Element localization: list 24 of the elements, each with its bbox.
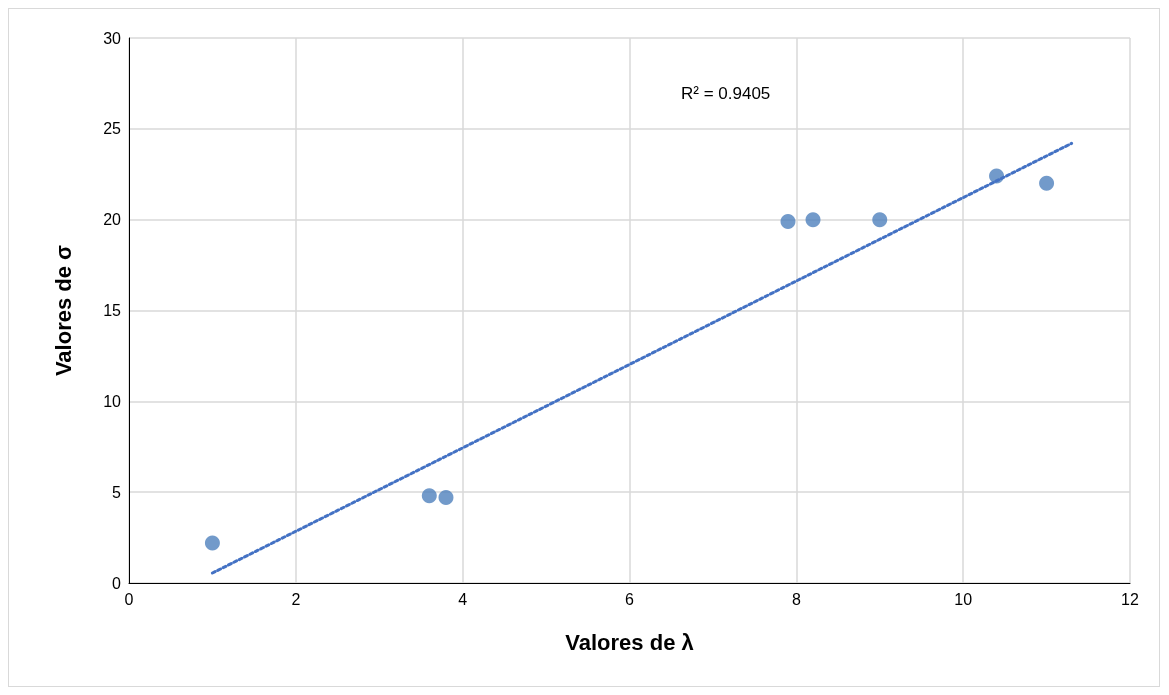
y-tick-label: 25 [103, 120, 122, 138]
point [438, 490, 454, 506]
x-tick-label: 4 [458, 590, 468, 608]
x-tick-label: 12 [1121, 590, 1139, 608]
point [204, 535, 220, 551]
x-tick-label: 0 [124, 590, 134, 608]
y-tick-label: 20 [103, 211, 122, 229]
point [780, 213, 796, 229]
point [1039, 175, 1055, 191]
x-tick-label: 8 [791, 590, 801, 608]
y-tick-label: 0 [112, 574, 122, 592]
y-tick-label: 15 [103, 302, 122, 319]
x-tick-label: 2 [291, 590, 301, 608]
point [872, 212, 888, 228]
point [421, 488, 437, 504]
y-tick-label: 10 [103, 392, 122, 410]
point [805, 212, 821, 228]
annotation: R² = 0.9405 [681, 84, 771, 103]
x-tick-label: 6 [625, 590, 635, 608]
x-axis-title: Valores de λ [565, 629, 694, 655]
y-axis-title: Valores de σ [50, 244, 76, 377]
x-tick-label: 10 [954, 590, 973, 608]
y-tick-label: 30 [103, 29, 122, 47]
y-tick-label: 5 [112, 483, 122, 501]
